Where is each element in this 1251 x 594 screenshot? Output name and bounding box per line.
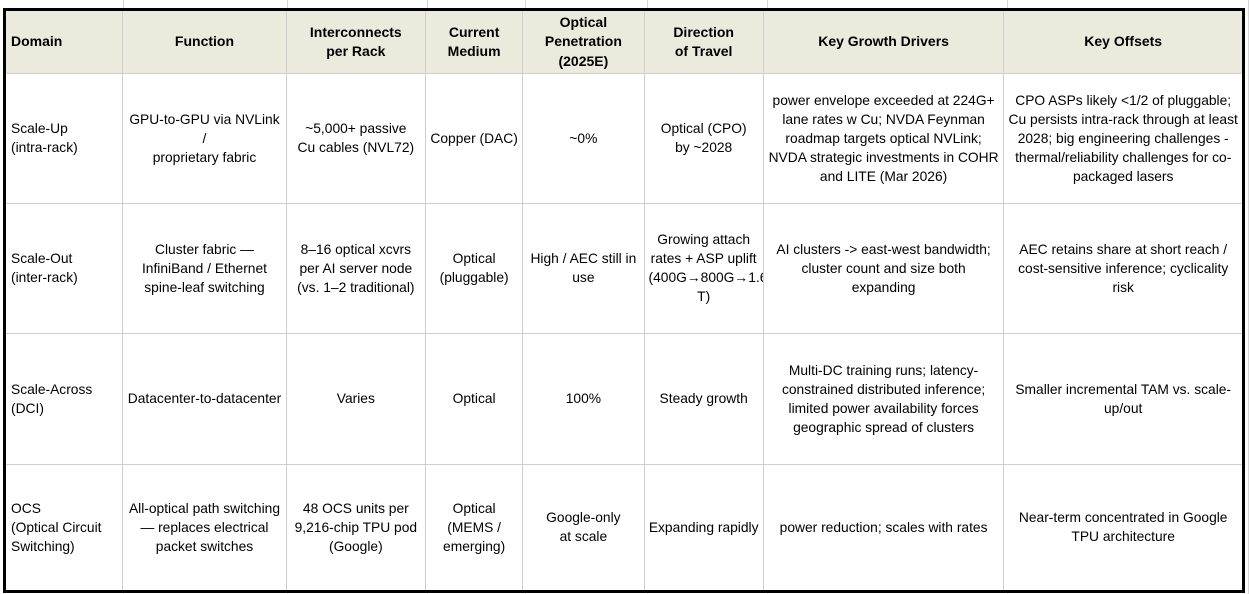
cell-r3-direction[interactable]: Expanding rapidly <box>643 463 764 592</box>
cell-r1-medium[interactable]: Optical (pluggable) <box>424 202 524 334</box>
table-row-scale-out: Scale-Out (inter-rack) Cluster fabric — … <box>3 202 1244 334</box>
interconnect-comparison-table: Domain Function Interconnects per Rack C… <box>3 8 1245 593</box>
cell-r0-function[interactable]: GPU-to-GPU via NVLink / proprietary fabr… <box>122 72 287 204</box>
gridline <box>1248 0 1249 594</box>
cell-r1-direction[interactable]: Growing attach rates + ASP uplift (400G→… <box>643 202 764 334</box>
cell-r2-function[interactable]: Datacenter-to-datacenter <box>122 332 287 465</box>
cell-r2-offsets[interactable]: Smaller incremental TAM vs. scale-up/out <box>1003 332 1244 465</box>
cell-r3-medium[interactable]: Optical (MEMS / emerging) <box>424 463 524 592</box>
header-cell-drivers[interactable]: Key Growth Drivers <box>762 9 1005 74</box>
gridline <box>123 0 124 8</box>
cell-r3-penetration[interactable]: Google-only at scale <box>522 463 645 592</box>
cell-r2-interconnects[interactable]: Varies <box>285 332 427 465</box>
cell-r0-direction[interactable]: Optical (CPO) by ~2028 <box>643 72 764 204</box>
gridline <box>427 0 428 8</box>
cell-r0-interconnects[interactable]: ~5,000+ passive Cu cables (NVL72) <box>285 72 427 204</box>
header-cell-interconnects[interactable]: Interconnects per Rack <box>285 9 427 74</box>
cell-r0-penetration[interactable]: ~0% <box>522 72 645 204</box>
cell-r2-direction[interactable]: Steady growth <box>643 332 764 465</box>
cell-r0-medium[interactable]: Copper (DAC) <box>424 72 524 204</box>
cell-r1-domain[interactable]: Scale-Out (inter-rack) <box>3 202 124 334</box>
cell-r3-domain[interactable]: OCS (Optical Circuit Switching) <box>3 463 124 592</box>
cell-r2-domain[interactable]: Scale-Across (DCI) <box>3 332 124 465</box>
cell-r3-offsets[interactable]: Near-term concentrated in Google TPU arc… <box>1003 463 1244 592</box>
header-row: Domain Function Interconnects per Rack C… <box>3 9 1244 74</box>
cell-r3-interconnects[interactable]: 48 OCS units per 9,216-chip TPU pod (Goo… <box>285 463 427 592</box>
cell-r2-drivers[interactable]: Multi-DC training runs; latency-constrai… <box>762 332 1005 465</box>
cell-r2-medium[interactable]: Optical <box>424 332 524 465</box>
cell-r1-interconnects[interactable]: 8–16 optical xcvrs per AI server node (v… <box>285 202 427 334</box>
cell-r3-function[interactable]: All-optical path switching — replaces el… <box>122 463 287 592</box>
header-cell-direction[interactable]: Direction of Travel <box>643 9 764 74</box>
gridline <box>525 0 526 8</box>
header-cell-domain[interactable]: Domain <box>3 9 124 74</box>
header-cell-penetration[interactable]: Optical Penetration (2025E) <box>522 9 645 74</box>
cell-r1-offsets[interactable]: AEC retains share at short reach / cost-… <box>1003 202 1244 334</box>
gridline <box>647 0 648 8</box>
cell-r3-drivers[interactable]: power reduction; scales with rates <box>762 463 1005 592</box>
gridline <box>1007 0 1008 8</box>
header-cell-function[interactable]: Function <box>122 9 287 74</box>
header-cell-offsets[interactable]: Key Offsets <box>1003 9 1244 74</box>
cell-r1-function[interactable]: Cluster fabric — InfiniBand / Ethernet s… <box>122 202 287 334</box>
cell-r2-penetration[interactable]: 100% <box>522 332 645 465</box>
gridline <box>767 0 768 8</box>
cell-r0-drivers[interactable]: power envelope exceeded at 224G+ lane ra… <box>762 72 1005 204</box>
cell-r0-offsets[interactable]: CPO ASPs likely <1/2 of pluggable; Cu pe… <box>1003 72 1244 204</box>
table-row-scale-up: Scale-Up (intra-rack) GPU-to-GPU via NVL… <box>3 72 1244 204</box>
cell-r1-penetration[interactable]: High / AEC still in use <box>522 202 645 334</box>
table-row-ocs: OCS (Optical Circuit Switching) All-opti… <box>3 463 1244 592</box>
cell-r1-drivers[interactable]: AI clusters -> east-west bandwidth; clus… <box>762 202 1005 334</box>
table-row-scale-across: Scale-Across (DCI) Datacenter-to-datacen… <box>3 332 1244 465</box>
header-cell-medium[interactable]: Current Medium <box>424 9 524 74</box>
cell-r0-domain[interactable]: Scale-Up (intra-rack) <box>3 72 124 204</box>
gridline <box>287 0 288 8</box>
